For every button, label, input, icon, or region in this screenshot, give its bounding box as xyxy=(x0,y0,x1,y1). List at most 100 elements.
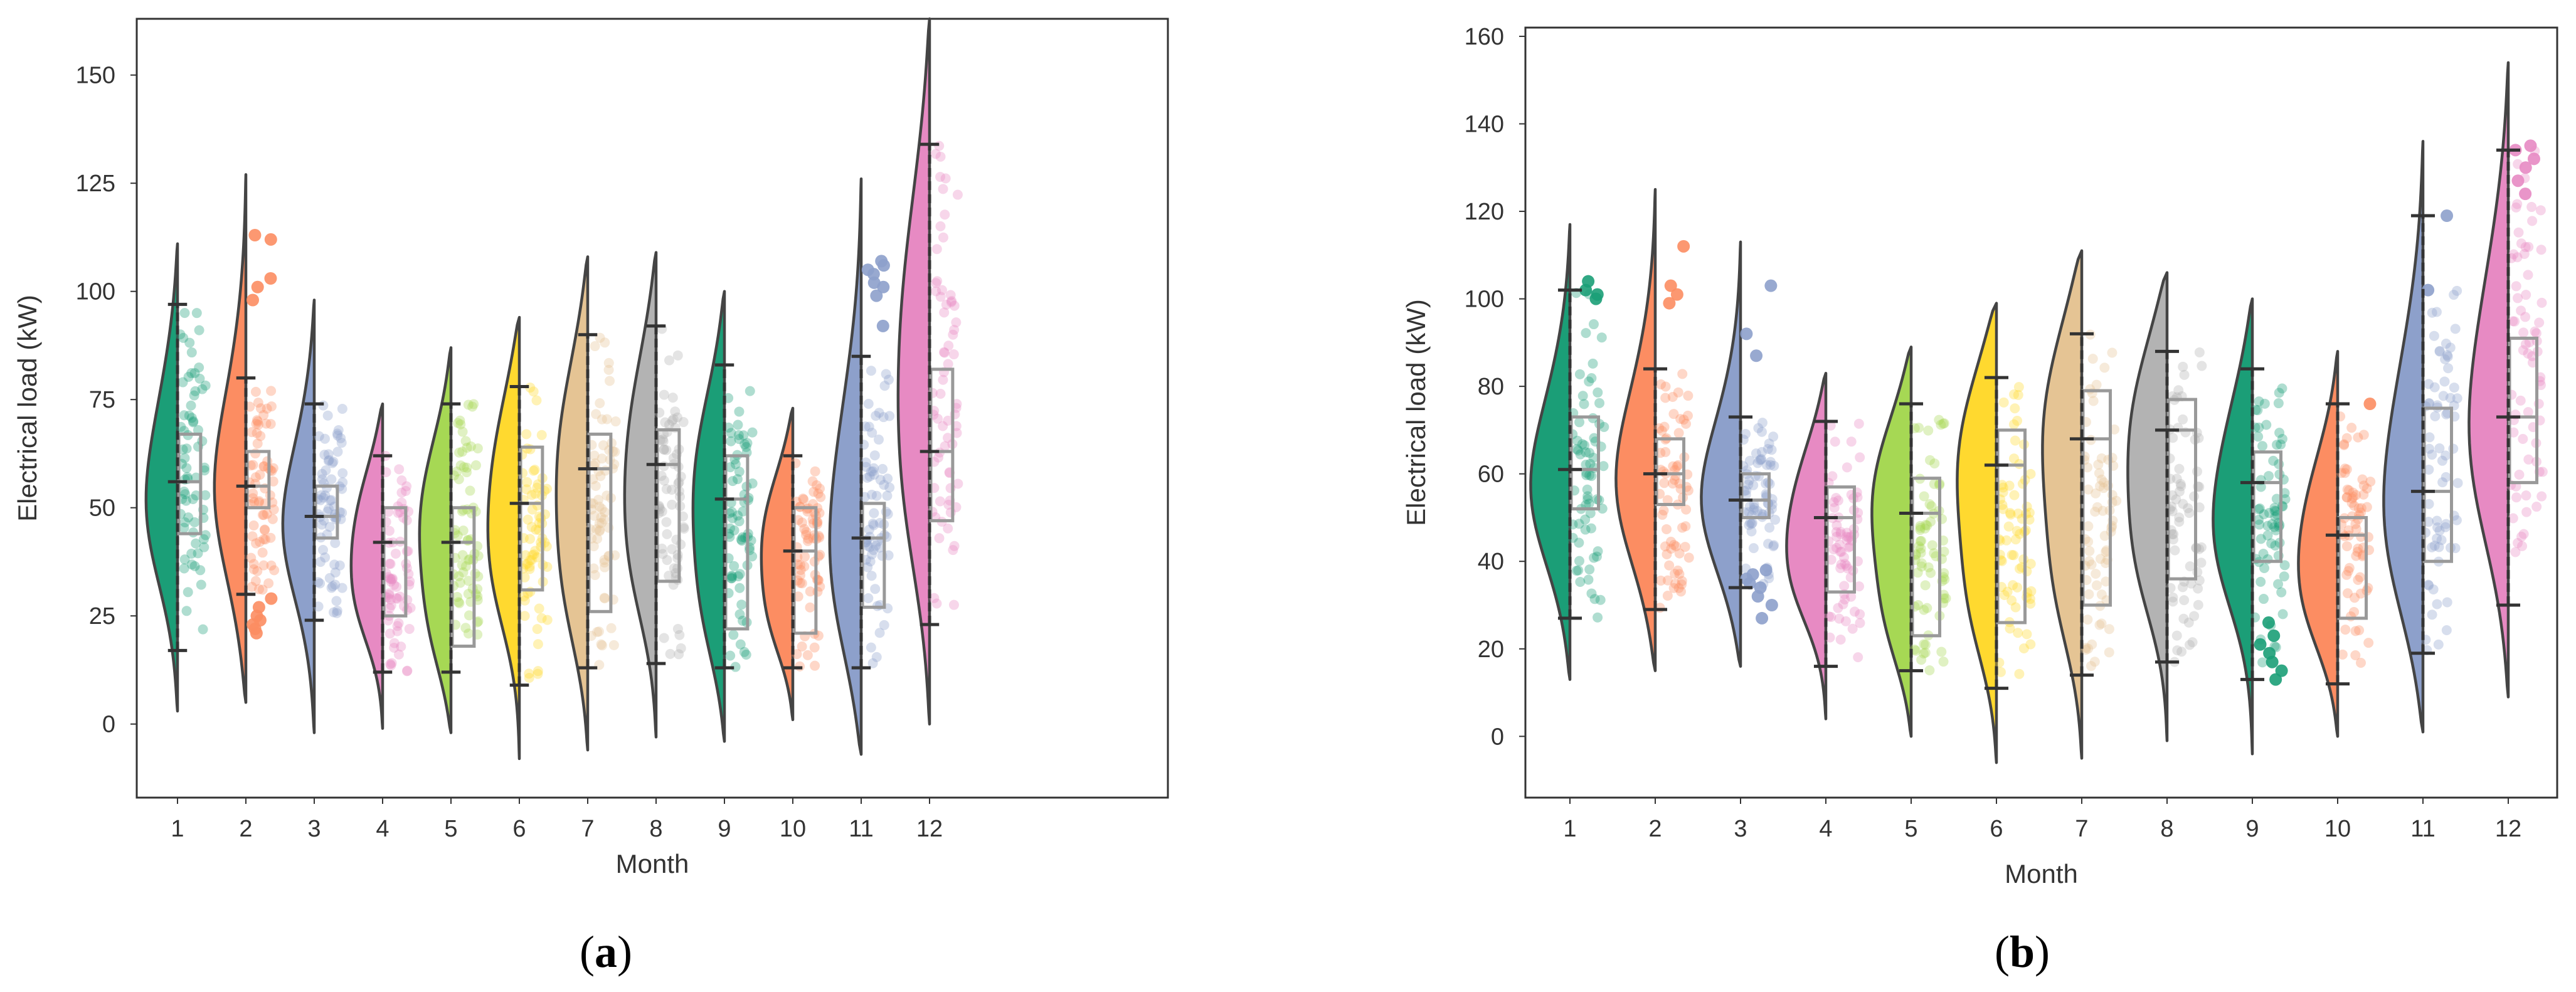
data-point xyxy=(949,541,960,551)
data-point xyxy=(391,593,402,603)
data-point xyxy=(2429,382,2440,393)
y-tick-label: 80 xyxy=(1478,374,1504,400)
data-point xyxy=(798,494,809,505)
data-point xyxy=(178,377,188,388)
data-point xyxy=(1843,542,1854,552)
data-point xyxy=(869,508,879,519)
data-point xyxy=(457,426,468,437)
data-point xyxy=(2183,617,2194,628)
data-point xyxy=(462,462,472,473)
data-point xyxy=(1770,514,1781,525)
data-point xyxy=(2279,571,2289,582)
data-point xyxy=(1673,460,1683,470)
data-point xyxy=(2024,514,2035,525)
data-point xyxy=(1854,581,1865,592)
data-point xyxy=(1577,391,1588,401)
y-tick-label: 0 xyxy=(1491,724,1504,750)
data-point xyxy=(1667,478,1678,489)
data-point xyxy=(1584,376,1594,387)
data-point xyxy=(463,399,474,410)
y-tick-label: 40 xyxy=(1478,549,1504,575)
data-point xyxy=(2167,490,2178,500)
data-point xyxy=(728,630,739,640)
data-point xyxy=(330,538,341,549)
data-point xyxy=(2429,330,2439,341)
data-point xyxy=(2530,326,2540,337)
data-point xyxy=(1761,460,1772,470)
data-point xyxy=(190,386,201,396)
data-point xyxy=(2010,602,2021,613)
data-point xyxy=(742,438,753,448)
data-point xyxy=(2111,495,2122,506)
data-point xyxy=(802,650,813,660)
data-point xyxy=(864,471,875,482)
data-point xyxy=(2189,611,2200,621)
data-point xyxy=(674,649,684,660)
data-point xyxy=(741,441,751,452)
x-tick-label: 7 xyxy=(581,816,594,842)
data-point xyxy=(738,532,748,542)
data-point xyxy=(739,439,750,450)
outlier-point xyxy=(2263,646,2276,660)
data-point xyxy=(815,492,826,502)
data-point xyxy=(465,485,475,496)
data-point xyxy=(460,436,471,446)
data-point xyxy=(931,286,941,297)
outlier-point xyxy=(1759,564,1773,577)
data-point xyxy=(327,581,338,591)
data-point xyxy=(2346,497,2357,508)
data-point xyxy=(458,462,469,472)
data-point xyxy=(193,425,203,435)
data-point xyxy=(455,419,466,430)
data-point xyxy=(1929,548,1939,559)
data-point xyxy=(2008,550,2019,561)
data-point xyxy=(668,414,679,425)
data-point xyxy=(1998,482,2008,493)
data-point xyxy=(728,476,738,487)
data-point xyxy=(734,583,745,593)
data-point xyxy=(1920,580,1931,591)
data-point xyxy=(1842,462,1852,473)
x-tick-label: 1 xyxy=(171,816,184,842)
data-point xyxy=(1673,428,1684,438)
data-point xyxy=(2350,593,2360,603)
data-point xyxy=(672,623,683,634)
data-point xyxy=(1753,423,1764,433)
data-point xyxy=(385,594,396,604)
data-point xyxy=(747,551,758,562)
data-point xyxy=(2084,556,2094,567)
data-point xyxy=(662,555,672,566)
data-point xyxy=(392,621,403,631)
data-point xyxy=(2277,609,2288,620)
data-point xyxy=(1581,459,1591,470)
data-point xyxy=(864,524,874,535)
x-axis-title: Month xyxy=(2005,859,2078,889)
data-point xyxy=(2347,493,2358,504)
data-point xyxy=(268,463,278,473)
data-point xyxy=(2441,450,2451,461)
data-point xyxy=(191,472,201,483)
data-point xyxy=(664,571,674,581)
data-point xyxy=(2424,398,2434,409)
data-point xyxy=(2013,628,2023,638)
data-point xyxy=(2353,574,2363,585)
data-point xyxy=(1745,517,1756,528)
y-axis-title: Electrical load (kW) xyxy=(1401,299,1431,526)
data-point xyxy=(2254,503,2265,514)
data-point xyxy=(939,307,950,318)
data-point xyxy=(542,615,553,625)
data-point xyxy=(396,641,406,652)
data-point xyxy=(259,525,270,536)
data-point xyxy=(1668,409,1679,419)
violin-half-7 xyxy=(554,255,590,752)
data-point xyxy=(736,599,747,610)
data-point xyxy=(2527,357,2538,368)
data-point xyxy=(2025,594,2035,604)
data-point xyxy=(1656,425,1667,436)
data-point xyxy=(1680,542,1690,552)
data-point xyxy=(2254,519,2265,530)
month-group-10: 10 xyxy=(760,406,826,842)
data-point xyxy=(521,559,531,570)
month-group-11: 11 xyxy=(828,177,895,842)
data-point xyxy=(536,430,547,440)
